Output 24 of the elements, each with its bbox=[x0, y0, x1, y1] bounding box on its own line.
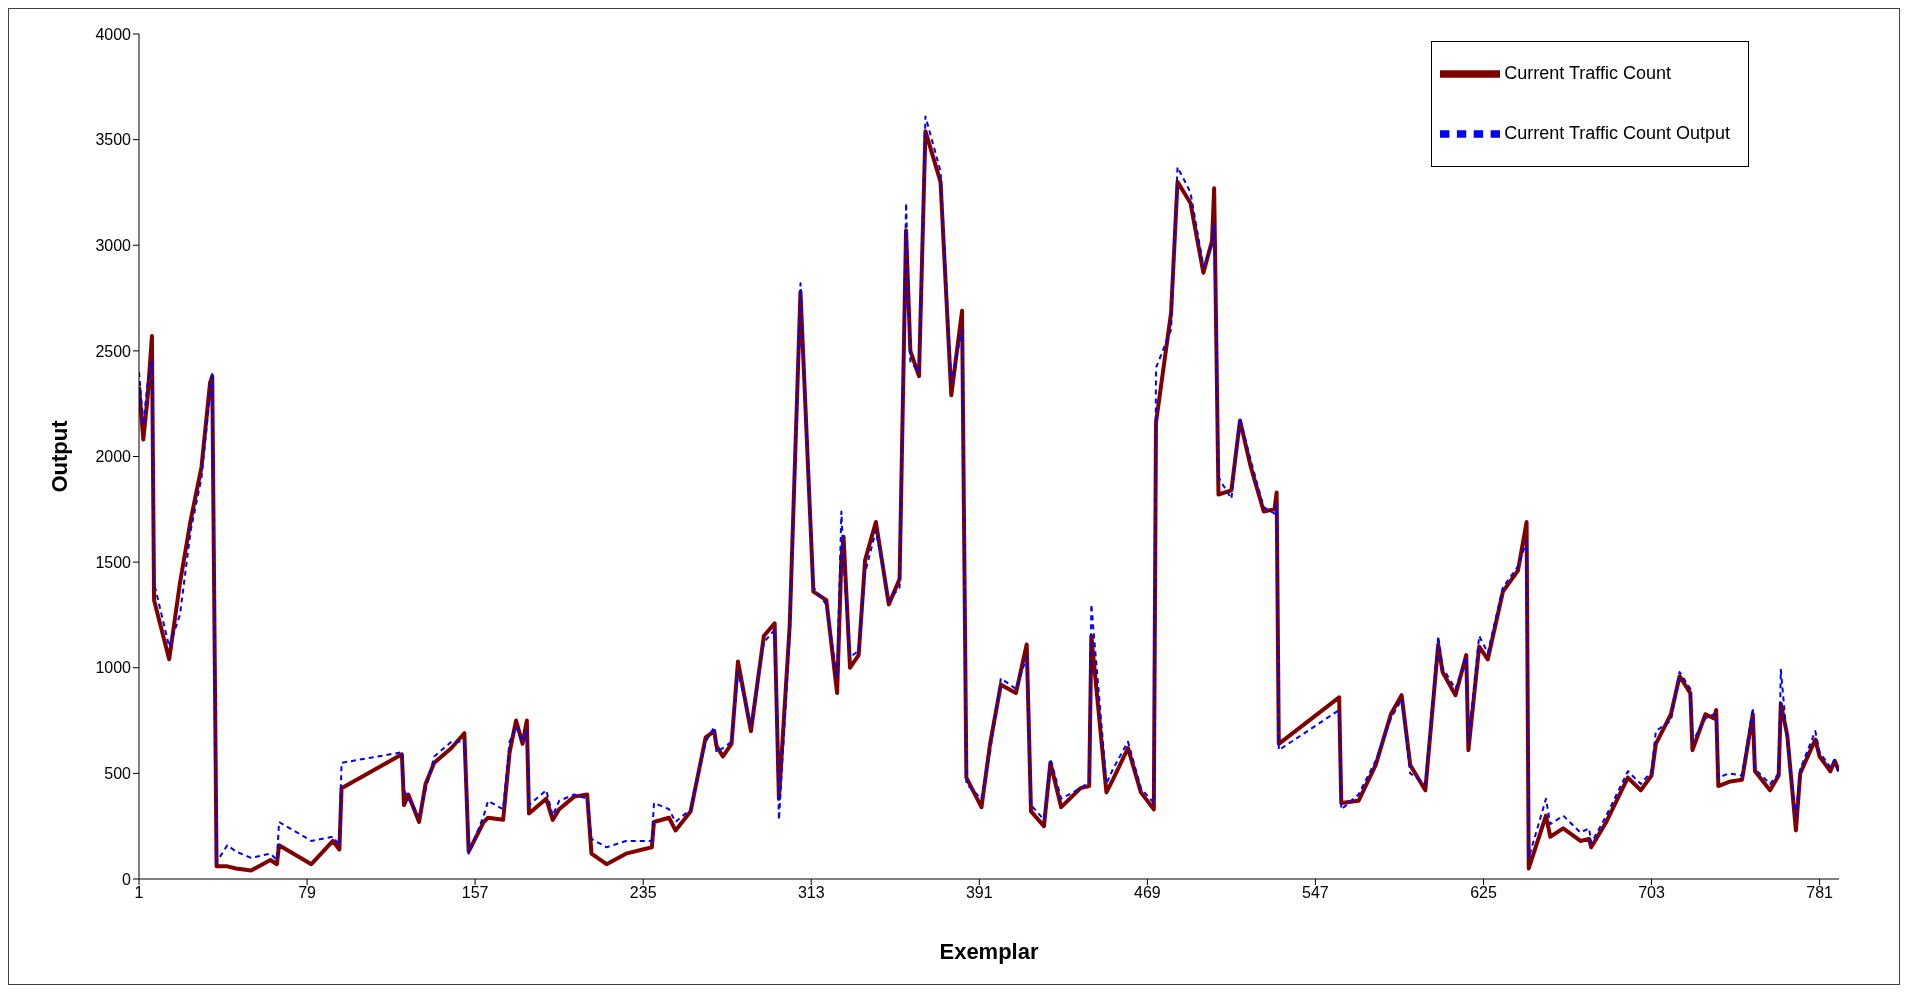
x-tick-label: 235 bbox=[629, 884, 657, 902]
x-tick-label: 391 bbox=[965, 884, 993, 902]
x-tick-label: 79 bbox=[298, 884, 317, 902]
x-tick-label: 1 bbox=[134, 884, 144, 902]
x-tick-label: 781 bbox=[1806, 884, 1834, 902]
x-tick-label: 547 bbox=[1302, 884, 1329, 902]
x-tick-label: 313 bbox=[797, 884, 825, 902]
y-tick-label: 1500 bbox=[95, 553, 132, 571]
y-tick-label: 2000 bbox=[95, 448, 132, 466]
y-tick-label: 3500 bbox=[95, 131, 132, 149]
x-axis-title: Exemplar bbox=[939, 939, 1039, 964]
legend-label: Current Traffic Count bbox=[1504, 62, 1671, 83]
y-axis-title: Output bbox=[46, 419, 72, 493]
x-tick-label: 469 bbox=[1134, 884, 1161, 902]
x-tick-label: 703 bbox=[1638, 884, 1665, 902]
y-tick-label: 0 bbox=[122, 870, 132, 888]
x-tick-label: 157 bbox=[461, 884, 489, 902]
y-tick-label: 500 bbox=[104, 765, 132, 783]
x-tick-label: 625 bbox=[1470, 884, 1497, 902]
y-tick-label: 3000 bbox=[95, 236, 132, 254]
y-tick-label: 2500 bbox=[95, 342, 132, 360]
y-tick-label: 1000 bbox=[95, 659, 132, 677]
legend-label: Current Traffic Count Output bbox=[1504, 122, 1730, 143]
y-tick-label: 4000 bbox=[95, 25, 132, 43]
